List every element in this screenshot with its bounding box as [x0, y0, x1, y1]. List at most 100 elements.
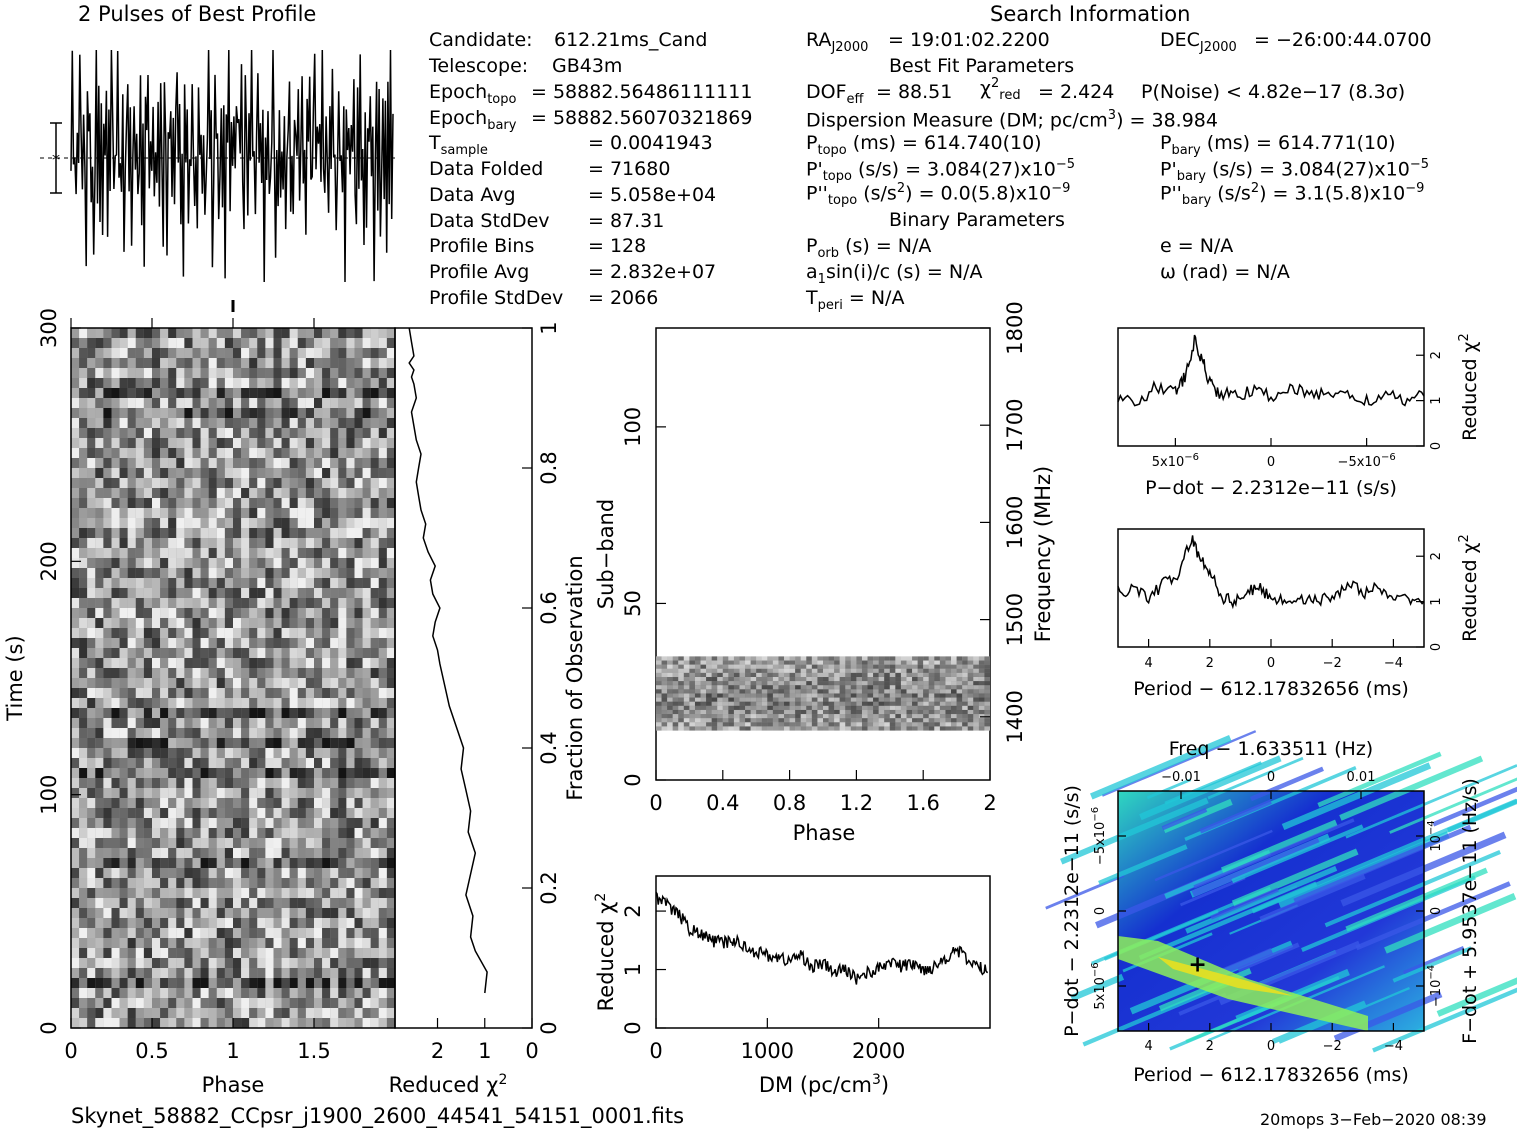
subband-cell — [856, 697, 862, 702]
time-phase-cell — [200, 688, 209, 698]
time-phase-cell — [314, 828, 323, 838]
time-phase-cell — [184, 628, 193, 638]
subband-cell — [834, 681, 840, 686]
time-phase-cell — [241, 608, 250, 618]
time-phase-cell — [370, 478, 379, 488]
time-phase-cell — [152, 398, 161, 408]
time-phase-cell — [216, 698, 225, 708]
time-phase-cell — [314, 968, 323, 978]
time-phase-cell — [184, 718, 193, 728]
time-phase-cell — [289, 408, 298, 418]
time-phase-cell — [297, 798, 306, 808]
time-phase-cell — [265, 698, 274, 708]
subband-cell — [789, 681, 796, 686]
subband-cell — [956, 709, 963, 715]
subband-cell — [784, 672, 790, 678]
subband-cell — [795, 718, 801, 723]
time-phase-cell — [160, 818, 169, 828]
time-phase-cell — [71, 798, 80, 808]
subband-cell — [978, 656, 985, 661]
time-phase-cell — [135, 778, 144, 788]
frac-ytick-label: 0 — [537, 1021, 561, 1034]
time-phase-cell — [111, 558, 120, 568]
time-phase-cell — [314, 508, 323, 518]
time-phase-cell — [200, 528, 209, 538]
subband-cell — [878, 668, 885, 673]
time-phase-cell — [233, 438, 242, 448]
subband-cell — [739, 677, 746, 682]
time-phase-cell — [176, 468, 185, 478]
time-phase-cell — [95, 888, 104, 898]
subband-cell — [906, 660, 913, 665]
time-phase-cell — [208, 868, 217, 878]
time-phase-cell — [127, 398, 136, 408]
subband-cell — [834, 656, 840, 661]
time-phase-cell — [192, 358, 201, 368]
subband-cell — [806, 726, 812, 731]
time-phase-cell — [265, 998, 274, 1008]
time-phase-cell — [386, 838, 395, 848]
subband-cell — [861, 697, 868, 702]
subband-cell — [706, 677, 712, 682]
subband-cell — [706, 714, 712, 719]
time-phase-cell — [152, 508, 161, 518]
time-phase-cell — [330, 418, 339, 428]
subband-cell — [973, 685, 979, 690]
time-phase-cell — [346, 1008, 355, 1018]
subband-cell — [745, 664, 751, 669]
subband-cell — [656, 705, 662, 710]
time-phase-cell — [135, 528, 144, 538]
subband-cell — [750, 656, 757, 661]
time-phase-cell — [160, 738, 169, 748]
time-phase-cell — [338, 588, 347, 598]
time-phase-cell — [224, 328, 233, 338]
subband-cell — [934, 697, 940, 702]
time-phase-cell — [87, 978, 96, 988]
subband-cell — [884, 677, 890, 682]
time-phase-cell — [322, 328, 331, 338]
time-phase-cell — [208, 988, 217, 998]
time-phase-cell — [160, 698, 169, 708]
time-phase-cell — [224, 668, 233, 678]
time-phase-cell — [135, 988, 144, 998]
subband-cell — [767, 693, 773, 698]
subband-cell — [739, 705, 746, 710]
time-phase-cell — [370, 748, 379, 758]
time-phase-cell — [208, 848, 217, 858]
time-phase-cell — [208, 798, 217, 808]
subband-cell — [756, 685, 762, 690]
time-phase-cell — [168, 618, 177, 628]
time-phase-cell — [314, 778, 323, 788]
time-phase-cell — [127, 868, 136, 878]
time-phase-cell — [257, 748, 266, 758]
profile-bins-label: Profile Bins — [429, 235, 535, 257]
time-phase-cell — [87, 548, 96, 558]
time-phase-cell — [305, 648, 314, 658]
time-phase-cell — [184, 908, 193, 918]
time-phase-cell — [378, 978, 387, 988]
time-phase-cell — [176, 988, 185, 998]
time-phase-cell — [192, 978, 201, 988]
time-phase-cell — [233, 448, 242, 458]
time-phase-cell — [338, 338, 347, 348]
time-phase-cell — [265, 598, 274, 608]
time-phase-cell — [354, 578, 363, 588]
subband-cell — [800, 709, 807, 715]
time-phase-cell — [273, 578, 282, 588]
time-phase-cell — [273, 858, 282, 868]
subband-cell — [683, 677, 690, 682]
subband-cell — [839, 656, 846, 661]
time-phase-cell — [176, 558, 185, 568]
time-phase-cell — [338, 348, 347, 358]
time-phase-cell — [192, 458, 201, 468]
subband-cell — [800, 722, 807, 727]
time-phase-cell — [305, 928, 314, 938]
time-phase-cell — [330, 338, 339, 348]
time-phase-cell — [273, 648, 282, 658]
time-phase-cell — [322, 998, 331, 1008]
subband-cell — [817, 718, 823, 723]
time-phase-cell — [135, 738, 144, 748]
time-phase-cell — [168, 608, 177, 618]
time-phase-cell — [314, 878, 323, 888]
subband-cell — [667, 726, 673, 731]
